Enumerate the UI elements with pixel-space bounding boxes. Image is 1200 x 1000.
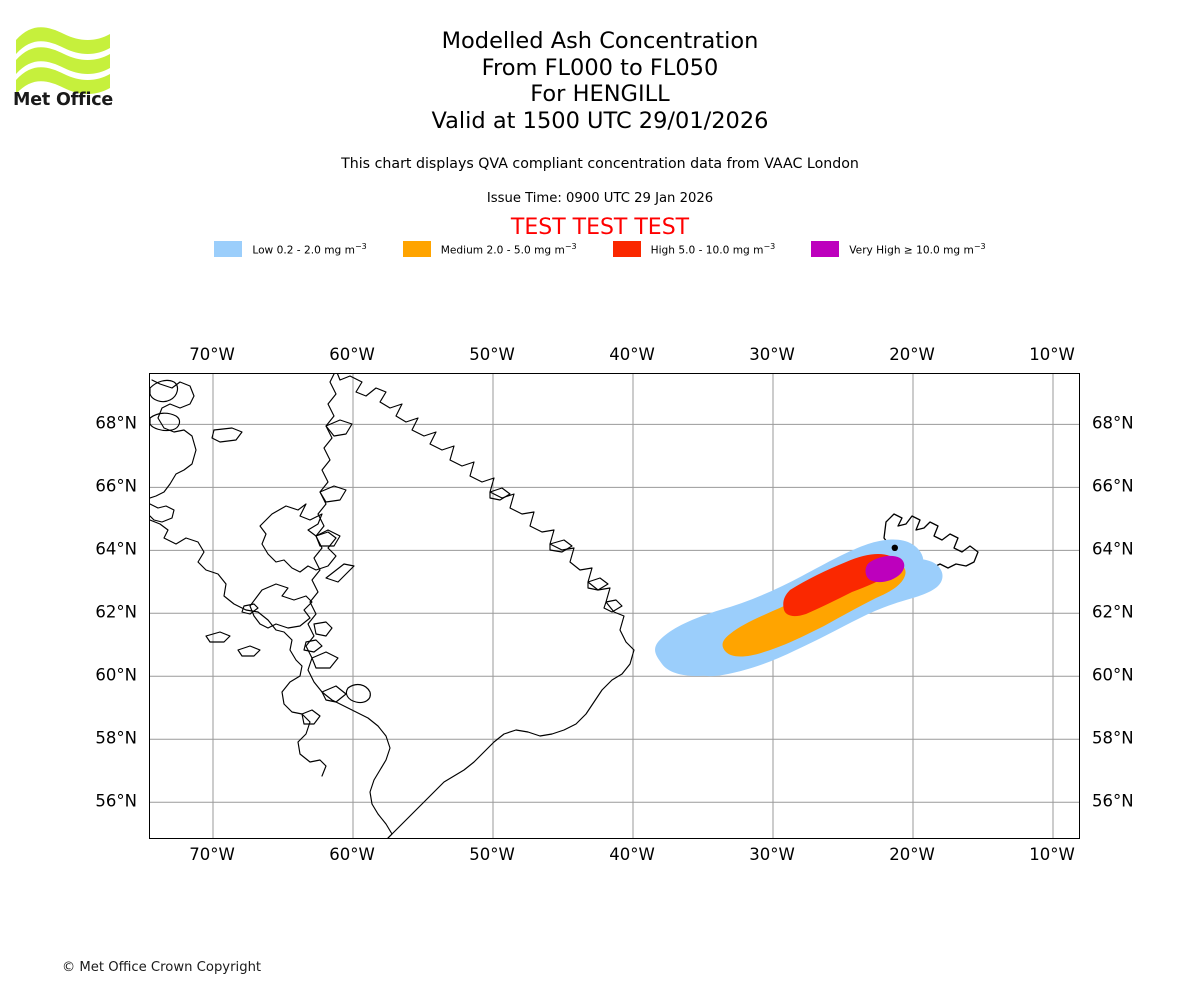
- map-frame: [149, 373, 1080, 839]
- lon-tick-label-bottom: 50°W: [469, 845, 515, 864]
- lat-tick-label-left: 60°N: [95, 665, 137, 685]
- lon-tick-label-top: 50°W: [469, 345, 515, 364]
- legend-swatch-high: [612, 241, 641, 257]
- legend-item-medium: Medium 2.0 - 5.0 mg m−3: [402, 241, 577, 257]
- lon-tick-label-bottom: 60°W: [329, 845, 375, 864]
- ash-contour-very-high: [865, 555, 905, 583]
- map-canvas: [150, 374, 1079, 838]
- legend-label-high: High 5.0 - 10.0 mg m−3: [650, 241, 776, 257]
- lat-tick-label-right: 56°N: [1092, 791, 1134, 811]
- lon-tick-label-top: 30°W: [749, 345, 795, 364]
- legend-label-low: Low 0.2 - 2.0 mg m−3: [252, 241, 367, 257]
- source-marker: [891, 544, 898, 552]
- lat-tick-label-left: 62°N: [95, 602, 137, 622]
- lat-tick-label-right: 58°N: [1092, 728, 1134, 748]
- lat-tick-label-right: 64°N: [1092, 539, 1134, 559]
- coastline-greenland: [305, 374, 635, 838]
- ash-concentration-map: 70°W 60°W 50°W 40°W 30°W 20°W 10°W 70°W 60°W 50°…: [95, 345, 1133, 864]
- lat-tick-label-right: 68°N: [1092, 413, 1134, 433]
- title-line-2: From FL000 to FL050: [481, 54, 719, 81]
- lat-tick-label-right: 60°N: [1092, 665, 1134, 685]
- lat-tick-label-right: 62°N: [1092, 602, 1134, 622]
- legend-label-very-high: Very High ≥ 10.0 mg m−3: [849, 241, 986, 257]
- coastline-north-america: [150, 379, 371, 777]
- lon-tick-label-top: 20°W: [889, 345, 935, 364]
- lon-tick-label-bottom: 70°W: [189, 845, 235, 864]
- lon-tick-label-top: 40°W: [609, 345, 655, 364]
- page-title: Modelled Ash Concentration From FL000 to…: [0, 28, 1200, 134]
- map-gridlines: [150, 374, 1079, 838]
- title-line-1: Modelled Ash Concentration: [441, 28, 759, 54]
- lon-tick-label-bottom: 10°W: [1029, 845, 1075, 864]
- legend-swatch-low: [214, 241, 243, 257]
- lat-tick-label-left: 58°N: [95, 728, 137, 748]
- test-banner: TEST TEST TEST: [510, 215, 690, 240]
- lon-tick-label-bottom: 30°W: [749, 845, 795, 864]
- ash-plume: [655, 539, 943, 677]
- legend-swatch-medium: [402, 241, 431, 257]
- title-line-3: For HENGILL: [530, 81, 670, 107]
- lon-tick-label-top: 70°W: [189, 345, 235, 364]
- title-line-4: Valid at 1500 UTC 29/01/2026: [431, 107, 769, 134]
- lon-tick-label-bottom: 40°W: [609, 845, 655, 864]
- qva-note: This chart displays QVA compliant concen…: [341, 156, 859, 172]
- legend-swatch-very-high: [811, 241, 840, 257]
- lat-tick-label-left: 68°N: [95, 413, 137, 433]
- lon-tick-label-top: 10°W: [1029, 345, 1075, 364]
- legend-item-low: Low 0.2 - 2.0 mg m−3: [214, 241, 367, 257]
- concentration-legend: Low 0.2 - 2.0 mg m−3 Medium 2.0 - 5.0 mg…: [0, 241, 1200, 257]
- lat-tick-label-left: 66°N: [95, 476, 137, 496]
- issue-time: Issue Time: 0900 UTC 29 Jan 2026: [486, 191, 714, 206]
- lat-tick-label-left: 64°N: [95, 539, 137, 559]
- lon-tick-label-bottom: 20°W: [889, 845, 935, 864]
- logo-waves-icon: [16, 27, 110, 94]
- lat-tick-label-left: 56°N: [95, 791, 137, 811]
- logo-brand-text: Met Office: [13, 90, 114, 110]
- met-office-logo: [14, 24, 124, 114]
- legend-item-very-high: Very High ≥ 10.0 mg m−3: [811, 241, 986, 257]
- lat-tick-label-right: 66°N: [1092, 476, 1134, 496]
- legend-item-high: High 5.0 - 10.0 mg m−3: [612, 241, 776, 257]
- copyright-text: © Met Office Crown Copyright: [62, 960, 262, 975]
- lon-tick-label-top: 60°W: [329, 345, 375, 364]
- coastline-arctic-islands: [241, 503, 337, 653]
- legend-label-medium: Medium 2.0 - 5.0 mg m−3: [440, 241, 577, 257]
